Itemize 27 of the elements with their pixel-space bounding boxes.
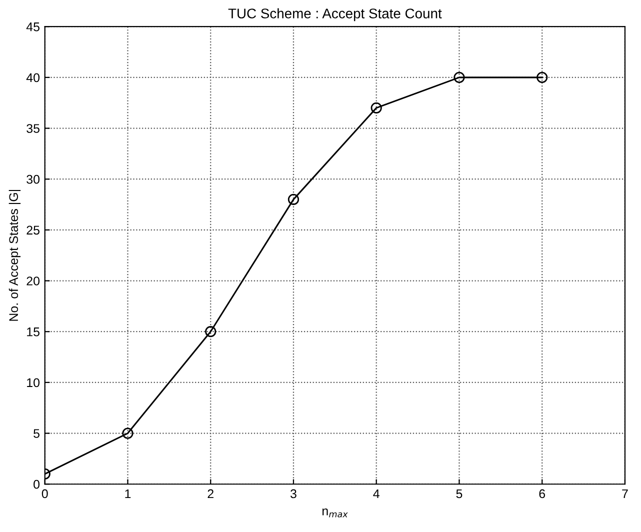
point xyxy=(536,72,548,83)
x-tick-label: 2 xyxy=(208,489,214,498)
x-tick-label: 5 xyxy=(456,489,462,498)
y-tick-label: 20 xyxy=(26,276,40,286)
y-axis-title: No. of Accept States |G| xyxy=(8,190,21,321)
x-tick-label: 6 xyxy=(539,489,546,498)
y-tick-label: 5 xyxy=(34,429,40,438)
point xyxy=(370,102,382,114)
x-tick-label: 0 xyxy=(42,489,48,498)
y-tick-label: 10 xyxy=(27,378,40,388)
y-tick-label: 0 xyxy=(34,480,40,489)
x-axis-title: n$_{max}$ xyxy=(322,508,348,518)
x-tick-label: 1 xyxy=(125,489,131,498)
x-tick-label: 7 xyxy=(622,489,628,498)
x-tick-label: 3 xyxy=(290,489,296,498)
point xyxy=(454,72,465,83)
y-tick-label: 45 xyxy=(26,22,40,32)
point xyxy=(288,194,300,205)
y-tick-label: 40 xyxy=(26,73,40,82)
point xyxy=(122,428,134,439)
y-tick-label: 30 xyxy=(26,174,40,184)
x-tick-label: 4 xyxy=(373,489,380,498)
y-tick-label: 35 xyxy=(26,124,40,133)
y-tick-label: 15 xyxy=(27,328,40,336)
y-tick-label: 25 xyxy=(26,226,40,235)
chart-title: TUC Scheme : Accept State Count xyxy=(228,8,442,22)
point xyxy=(205,326,216,338)
